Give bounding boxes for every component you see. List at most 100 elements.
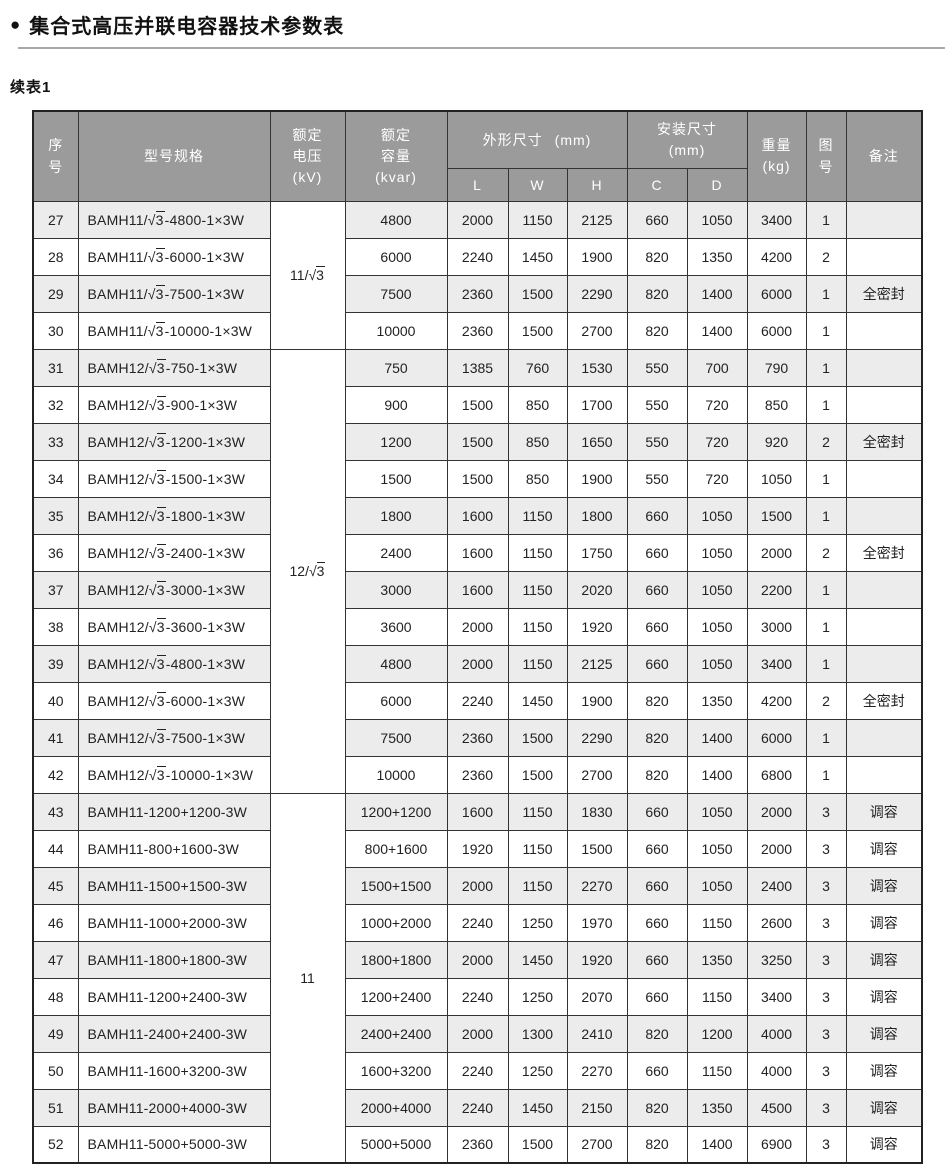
cell-C: 660	[626, 792, 688, 831]
cell-serial: 35	[32, 496, 79, 535]
cell-W: 1250	[507, 1051, 568, 1090]
table-row: 36 BAMH12/√3-2400-1×3W 2400 1600 1150 1750 660…	[32, 533, 923, 572]
cell-model: BAMH12/√3-750-1×3W	[77, 348, 271, 387]
cell-serial: 44	[32, 829, 79, 868]
cell-model: BAMH11/√3-6000-1×3W	[77, 237, 271, 276]
cell-L: 1920	[446, 829, 509, 868]
cell-remark	[845, 311, 923, 350]
cell-figure: 1	[805, 644, 847, 683]
cell-H: 1830	[566, 792, 628, 831]
cell-H: 1900	[566, 681, 628, 720]
cell-C: 550	[626, 348, 688, 387]
cell-serial: 48	[32, 977, 79, 1016]
cell-L: 2000	[446, 940, 509, 979]
cell-remark	[845, 200, 923, 239]
cell-capacity: 1600+3200	[344, 1051, 448, 1090]
col-header-figure: 图号	[805, 110, 847, 202]
cell-H: 2150	[566, 1088, 628, 1127]
cell-W: 1500	[507, 311, 568, 350]
cell-voltage: 12/√3	[269, 348, 346, 794]
cell-capacity: 1200	[344, 422, 448, 461]
cell-C: 820	[626, 1088, 688, 1127]
table-body: 27 BAMH11/√3-4800-1×3W 11/√3 4800 2000 1150 21…	[32, 200, 923, 1164]
cell-model: BAMH12/√3-7500-1×3W	[77, 718, 271, 757]
cell-L: 2000	[446, 1014, 509, 1053]
cell-C: 660	[626, 200, 688, 239]
cell-remark: 全密封	[845, 422, 923, 461]
cell-remark: 调容	[845, 1088, 923, 1127]
cell-D: 1050	[686, 607, 748, 646]
cell-H: 2270	[566, 1051, 628, 1090]
table-row: 51 BAMH11-2000+4000-3W 2000+4000 2240 1450 21…	[32, 1088, 923, 1127]
cell-serial: 36	[32, 533, 79, 572]
table-row: 30 BAMH11/√3-10000-1×3W 10000 2360 1500 2700 8…	[32, 311, 923, 350]
cell-L: 2360	[446, 274, 509, 313]
cell-W: 1150	[507, 496, 568, 535]
table-row: 45 BAMH11-1500+1500-3W 1500+1500 2000 1150 22…	[32, 866, 923, 905]
cell-W: 1150	[507, 792, 568, 831]
cell-voltage: 11	[269, 792, 346, 1164]
cell-weight: 2600	[746, 903, 807, 942]
cell-figure: 1	[805, 496, 847, 535]
cell-remark	[845, 644, 923, 683]
cell-model: BAMH11-2400+2400-3W	[77, 1014, 271, 1053]
cell-C: 660	[626, 866, 688, 905]
col-header-D: D	[686, 167, 748, 202]
cell-figure: 1	[805, 311, 847, 350]
cell-remark: 调容	[845, 940, 923, 979]
cell-weight: 2000	[746, 829, 807, 868]
cell-D: 1050	[686, 533, 748, 572]
cell-weight: 4000	[746, 1051, 807, 1090]
cell-C: 660	[626, 903, 688, 942]
cell-W: 1250	[507, 903, 568, 942]
cell-C: 820	[626, 237, 688, 276]
cell-C: 820	[626, 681, 688, 720]
cell-W: 1150	[507, 200, 568, 239]
cell-remark: 调容	[845, 1051, 923, 1090]
cell-capacity: 6000	[344, 237, 448, 276]
table-row: 41 BAMH12/√3-7500-1×3W 7500 2360 1500 2290 820…	[32, 718, 923, 757]
cell-L: 2000	[446, 607, 509, 646]
cell-W: 850	[507, 459, 568, 498]
cell-W: 1150	[507, 866, 568, 905]
cell-weight: 920	[746, 422, 807, 461]
cell-serial: 51	[32, 1088, 79, 1127]
table-row: 27 BAMH11/√3-4800-1×3W 11/√3 4800 2000 1150 21…	[32, 200, 923, 350]
cell-H: 2700	[566, 311, 628, 350]
cell-capacity: 900	[344, 385, 448, 424]
cell-capacity: 3600	[344, 607, 448, 646]
cell-L: 2000	[446, 644, 509, 683]
cell-capacity: 10000	[344, 755, 448, 794]
cell-weight: 2000	[746, 792, 807, 831]
cell-weight: 4500	[746, 1088, 807, 1127]
col-header-W: W	[507, 167, 568, 202]
cell-figure: 1	[805, 385, 847, 424]
cell-serial: 29	[32, 274, 79, 313]
cell-remark	[845, 237, 923, 276]
table-header: 序号 型号规格 额定 电压 (kV) 额定 容量 (kvar) 外形尺寸 (mm)…	[32, 110, 923, 202]
cell-weight: 3250	[746, 940, 807, 979]
cell-figure: 3	[805, 829, 847, 868]
col-header-H: H	[566, 167, 628, 202]
cell-model: BAMH11-1200+1200-3W	[77, 792, 271, 831]
cell-serial: 50	[32, 1051, 79, 1090]
cell-H: 1530	[566, 348, 628, 387]
col-header-remark: 备注	[845, 110, 923, 202]
cell-H: 1650	[566, 422, 628, 461]
cell-weight: 850	[746, 385, 807, 424]
bullet-icon: ●	[10, 15, 21, 34]
cell-H: 2270	[566, 866, 628, 905]
cell-figure: 3	[805, 940, 847, 979]
cell-C: 820	[626, 755, 688, 794]
cell-figure: 3	[805, 1051, 847, 1090]
cell-model: BAMH12/√3-10000-1×3W	[77, 755, 271, 794]
cell-weight: 2200	[746, 570, 807, 609]
table-row: 43 BAMH11-1200+1200-3W 11 1200+1200 1600 1150…	[32, 792, 923, 1164]
cell-L: 2240	[446, 1051, 509, 1090]
cell-figure: 1	[805, 570, 847, 609]
cell-L: 2360	[446, 311, 509, 350]
cell-C: 550	[626, 385, 688, 424]
cell-H: 1700	[566, 385, 628, 424]
cell-weight: 4200	[746, 237, 807, 276]
cell-capacity: 2000+4000	[344, 1088, 448, 1127]
